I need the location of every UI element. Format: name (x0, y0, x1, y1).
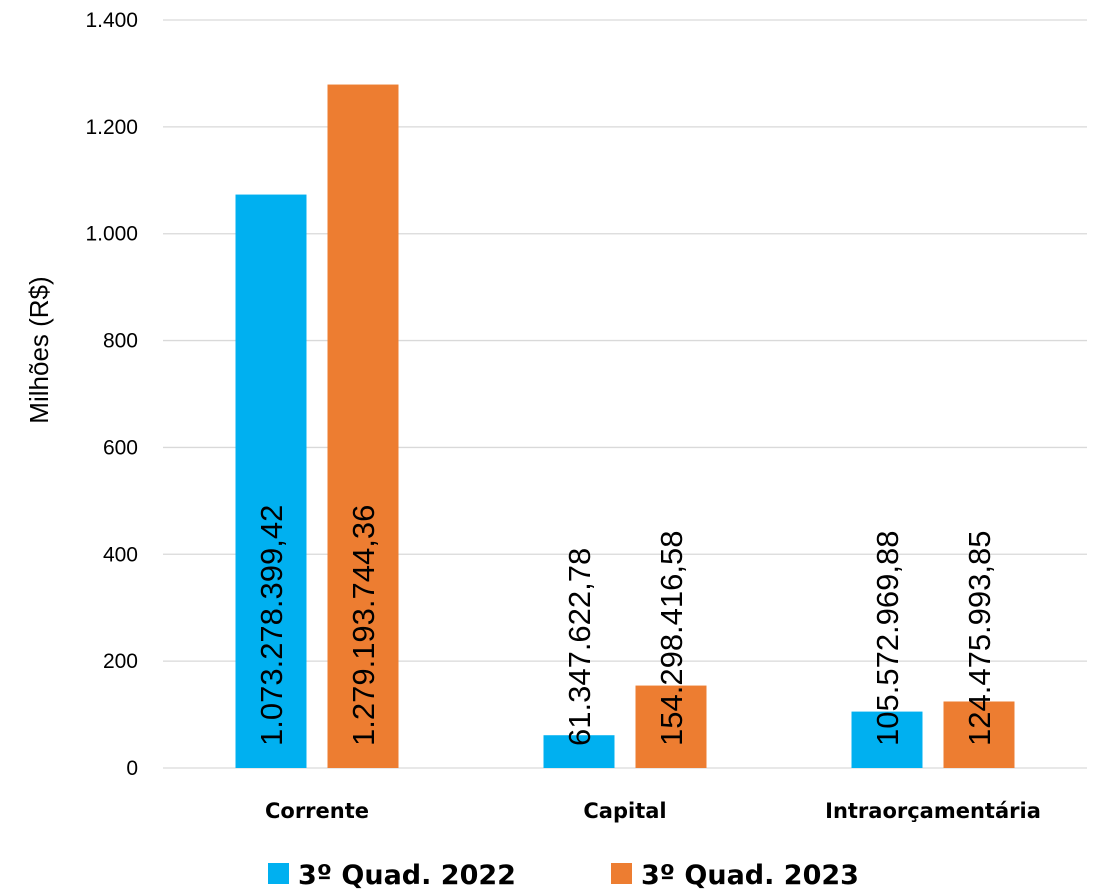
data-label: 61.347.622,78 (562, 548, 597, 746)
data-label: 1.279.193.744,36 (346, 505, 381, 746)
y-tick-label: 400 (103, 543, 138, 566)
data-label: 124.475.993,85 (962, 531, 997, 747)
bar-2022 (543, 735, 615, 768)
y-tick-label: 800 (103, 330, 138, 353)
bars (235, 84, 1015, 769)
y-tick-label: 0 (126, 757, 138, 780)
y-axis-label: Milhões (R$) (24, 276, 54, 423)
legend-label: 3º Quad. 2023 (641, 860, 859, 891)
data-labels: 1.073.278.399,42 1.279.193.744,36 61.347.6… (254, 505, 997, 746)
bar-2022 (851, 711, 923, 768)
y-axis-ticks: 0 200 400 600 800 1.000 1.200 1.400 (85, 9, 138, 780)
legend-label: 3º Quad. 2022 (298, 860, 516, 891)
category-label: Intraorçamentária (825, 799, 1041, 823)
data-label: 1.073.278.399,42 (254, 505, 289, 746)
bar-2022 (235, 194, 307, 768)
gridlines (163, 19, 1087, 769)
category-label: Capital (583, 799, 666, 823)
bar-2023 (635, 685, 707, 768)
legend-swatch (611, 863, 632, 884)
y-tick-label: 600 (103, 436, 138, 459)
category-label: Corrente (265, 799, 369, 823)
y-tick-label: 1.000 (85, 223, 138, 246)
y-tick-label: 200 (103, 650, 138, 673)
y-tick-label: 1.200 (85, 116, 138, 139)
data-label: 105.572.969,88 (870, 531, 905, 747)
x-axis-categories: Corrente Capital Intraorçamentária (265, 799, 1041, 823)
legend: 3º Quad. 2022 3º Quad. 2023 (268, 860, 859, 891)
bar-2023 (943, 701, 1015, 768)
y-tick-label: 1.400 (85, 9, 138, 32)
data-label: 154.298.416,58 (654, 531, 689, 747)
legend-swatch (268, 863, 289, 884)
bar-2023 (327, 84, 399, 769)
